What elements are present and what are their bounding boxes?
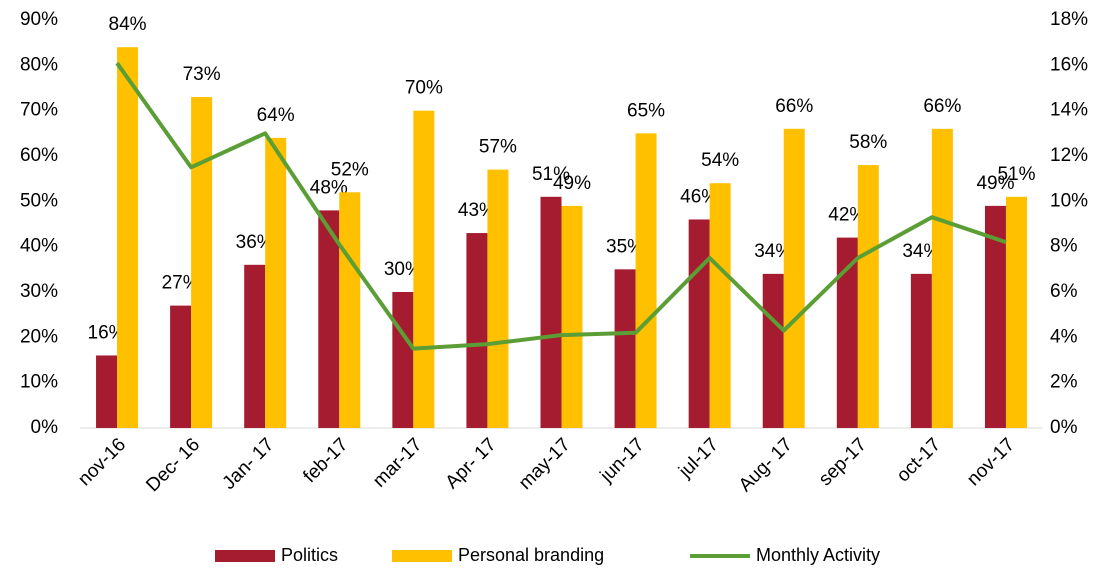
data-label: 49% [553, 173, 591, 194]
bar [318, 210, 340, 428]
y-tick-label: 20% [20, 326, 58, 347]
bar [191, 97, 213, 429]
y-tick-label: 60% [20, 145, 58, 166]
data-label: 43% [458, 200, 496, 221]
legend-swatch [215, 550, 275, 562]
bar [984, 205, 1006, 428]
bar [783, 128, 805, 429]
data-label: 16% [88, 322, 126, 343]
bar [339, 192, 361, 428]
x-tick-label: sep-17 [815, 434, 871, 490]
y2-tick-label: 10% [1050, 190, 1088, 211]
data-label: 30% [384, 259, 422, 280]
data-label: 51% [997, 164, 1035, 185]
data-label: 46% [680, 186, 718, 207]
data-label: 66% [775, 96, 813, 117]
bar [265, 137, 287, 428]
data-label: 57% [479, 137, 517, 158]
x-tick-label: nov-17 [963, 434, 1019, 490]
bar [709, 183, 731, 428]
bar [614, 269, 636, 428]
data-label: 49% [976, 173, 1014, 194]
legend-label: Monthly Activity [756, 545, 880, 565]
y2-tick-label: 12% [1050, 145, 1088, 166]
bar [762, 273, 784, 428]
y2-tick-label: 2% [1050, 372, 1078, 393]
bar [466, 233, 488, 428]
y-tick-label: 40% [20, 236, 58, 257]
bar [413, 110, 435, 429]
x-tick-label: feb-17 [299, 434, 352, 487]
y-tick-label: 10% [20, 372, 58, 393]
y-tick-label: 70% [20, 100, 58, 121]
y2-tick-label: 0% [1050, 417, 1078, 438]
y-tick-label: 30% [20, 281, 58, 302]
data-label: 84% [109, 14, 147, 35]
bar [910, 273, 932, 428]
y2-tick-label: 4% [1050, 326, 1078, 347]
y2-tick-label: 16% [1050, 54, 1088, 75]
data-label: 52% [331, 159, 369, 180]
data-label: 58% [849, 132, 887, 153]
data-label: 70% [405, 78, 443, 99]
bar [487, 169, 509, 428]
y-tick-label: 80% [20, 54, 58, 75]
bar [931, 128, 953, 429]
data-label: 34% [902, 241, 940, 262]
x-tick-label: Apr- 17 [442, 434, 501, 493]
y2-tick-label: 14% [1050, 100, 1088, 121]
y-tick-label: 90% [20, 9, 58, 30]
bar [540, 196, 562, 428]
bar [836, 237, 858, 428]
x-tick-label: Aug- 17 [735, 434, 797, 496]
legend-label: Personal branding [458, 545, 604, 565]
y-tick-label: 0% [31, 417, 59, 438]
x-tick-label: mar-17 [369, 434, 426, 491]
data-label: 48% [310, 177, 348, 198]
x-tick-label: jun-17 [596, 434, 649, 487]
x-tick-label: oct-17 [893, 434, 945, 486]
bar [244, 264, 266, 428]
bar [392, 292, 414, 428]
y2-tick-label: 8% [1050, 236, 1078, 257]
bar [96, 355, 118, 428]
legend-swatch [392, 550, 452, 562]
y-tick-label: 50% [20, 190, 58, 211]
data-label: 34% [754, 241, 792, 262]
data-label: 36% [236, 232, 274, 253]
data-label: 65% [627, 100, 665, 121]
bar [117, 47, 139, 428]
x-tick-label: nov-16 [74, 434, 130, 490]
data-label: 35% [606, 236, 644, 257]
data-label: 42% [828, 205, 866, 226]
data-label: 66% [923, 96, 961, 117]
x-tick-label: may-17 [515, 434, 575, 494]
data-label: 64% [257, 105, 295, 126]
data-label: 73% [183, 64, 221, 85]
bar [635, 133, 657, 429]
y2-tick-label: 6% [1050, 281, 1078, 302]
bar [688, 219, 710, 428]
legend-label: Politics [281, 545, 338, 565]
y2-tick-label: 18% [1050, 9, 1088, 30]
bar [1005, 196, 1027, 428]
data-label: 51% [532, 164, 570, 185]
line-series [115, 61, 1007, 351]
bar [561, 205, 583, 428]
data-label: 54% [701, 150, 739, 171]
bar [170, 305, 192, 428]
bar [857, 165, 879, 429]
x-tick-label: Jan- 17 [219, 434, 279, 494]
x-tick-label: jul-17 [674, 434, 722, 482]
x-tick-label: Dec- 16 [142, 434, 204, 496]
legend: Politics Personal branding Monthly Activit… [215, 545, 880, 565]
data-label: 27% [162, 273, 200, 294]
